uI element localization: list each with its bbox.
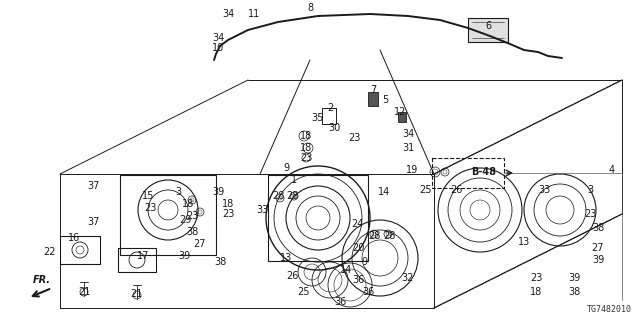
Text: 36: 36 (362, 287, 374, 297)
Text: 24: 24 (351, 219, 363, 229)
Text: 32: 32 (402, 273, 414, 283)
Text: FR.: FR. (33, 275, 51, 285)
Text: 26: 26 (286, 271, 298, 281)
Text: 16: 16 (68, 233, 80, 243)
Text: 22: 22 (44, 247, 56, 257)
Text: 2: 2 (327, 103, 333, 113)
Text: 39: 39 (178, 251, 190, 261)
Text: 23: 23 (300, 153, 312, 163)
Text: 30: 30 (328, 123, 340, 133)
Text: 33: 33 (538, 185, 550, 195)
Text: 18: 18 (222, 199, 234, 209)
Text: 13: 13 (518, 237, 530, 247)
Text: 14: 14 (340, 265, 352, 275)
Text: 34: 34 (212, 33, 224, 43)
Bar (468, 18, 508, 42)
Text: 8: 8 (307, 3, 313, 13)
Text: 28: 28 (272, 191, 284, 201)
Text: 18: 18 (182, 199, 194, 209)
Text: 25: 25 (298, 287, 310, 297)
Text: 15: 15 (142, 191, 154, 201)
Text: 4: 4 (609, 165, 615, 175)
Text: 21: 21 (78, 287, 90, 297)
Text: 10: 10 (212, 43, 224, 53)
Bar (60, 236, 100, 264)
Text: 33: 33 (256, 205, 268, 215)
Text: 34: 34 (222, 9, 234, 19)
Text: 3: 3 (175, 187, 181, 197)
Text: 39: 39 (592, 255, 604, 265)
Text: 39: 39 (568, 273, 580, 283)
Text: 20: 20 (352, 243, 364, 253)
Text: 21: 21 (130, 289, 142, 299)
Text: 37: 37 (88, 181, 100, 191)
Bar (322, 108, 336, 124)
Text: 38: 38 (568, 287, 580, 297)
Text: 5: 5 (382, 95, 388, 105)
Text: 23: 23 (348, 133, 360, 143)
Bar (432, 158, 504, 188)
Text: 7: 7 (370, 85, 376, 95)
Text: 23: 23 (530, 273, 542, 283)
Text: 18: 18 (300, 131, 312, 141)
Text: B-48: B-48 (472, 167, 497, 177)
Text: 31: 31 (402, 143, 414, 153)
Text: TG7482010: TG7482010 (587, 305, 632, 314)
Text: 38: 38 (592, 223, 604, 233)
Text: 12: 12 (394, 107, 406, 117)
Text: 28: 28 (286, 191, 298, 201)
Text: 17: 17 (137, 251, 149, 261)
Text: 37: 37 (88, 217, 100, 227)
Bar (118, 248, 156, 272)
Text: 34: 34 (402, 129, 414, 139)
Bar (120, 175, 216, 255)
Bar (368, 92, 378, 106)
Text: 36: 36 (352, 275, 364, 285)
Text: 14: 14 (378, 187, 390, 197)
Text: 18: 18 (530, 287, 542, 297)
Text: 35: 35 (312, 113, 324, 123)
Text: 27: 27 (194, 239, 206, 249)
Text: 36: 36 (334, 297, 346, 307)
Text: 23: 23 (144, 203, 156, 213)
Text: 6: 6 (485, 21, 491, 31)
Text: 29: 29 (179, 215, 191, 225)
Text: 38: 38 (186, 227, 198, 237)
Text: 23: 23 (584, 209, 596, 219)
Text: 27: 27 (592, 243, 604, 253)
Text: 1: 1 (291, 175, 297, 185)
Bar (268, 175, 368, 261)
Text: 13: 13 (280, 253, 292, 263)
Text: 19: 19 (406, 165, 418, 175)
Text: 23: 23 (186, 211, 198, 221)
Text: 28: 28 (368, 231, 380, 241)
Text: 38: 38 (214, 257, 226, 267)
Text: 11: 11 (248, 9, 260, 19)
Text: 3: 3 (587, 185, 593, 195)
Text: 28: 28 (383, 231, 395, 241)
Text: 9: 9 (283, 163, 289, 173)
Bar (398, 112, 406, 122)
Text: 26: 26 (450, 185, 462, 195)
Text: 23: 23 (222, 209, 234, 219)
Text: 25: 25 (420, 185, 432, 195)
Text: 39: 39 (212, 187, 224, 197)
Text: 18: 18 (300, 143, 312, 153)
Text: 9: 9 (361, 257, 367, 267)
